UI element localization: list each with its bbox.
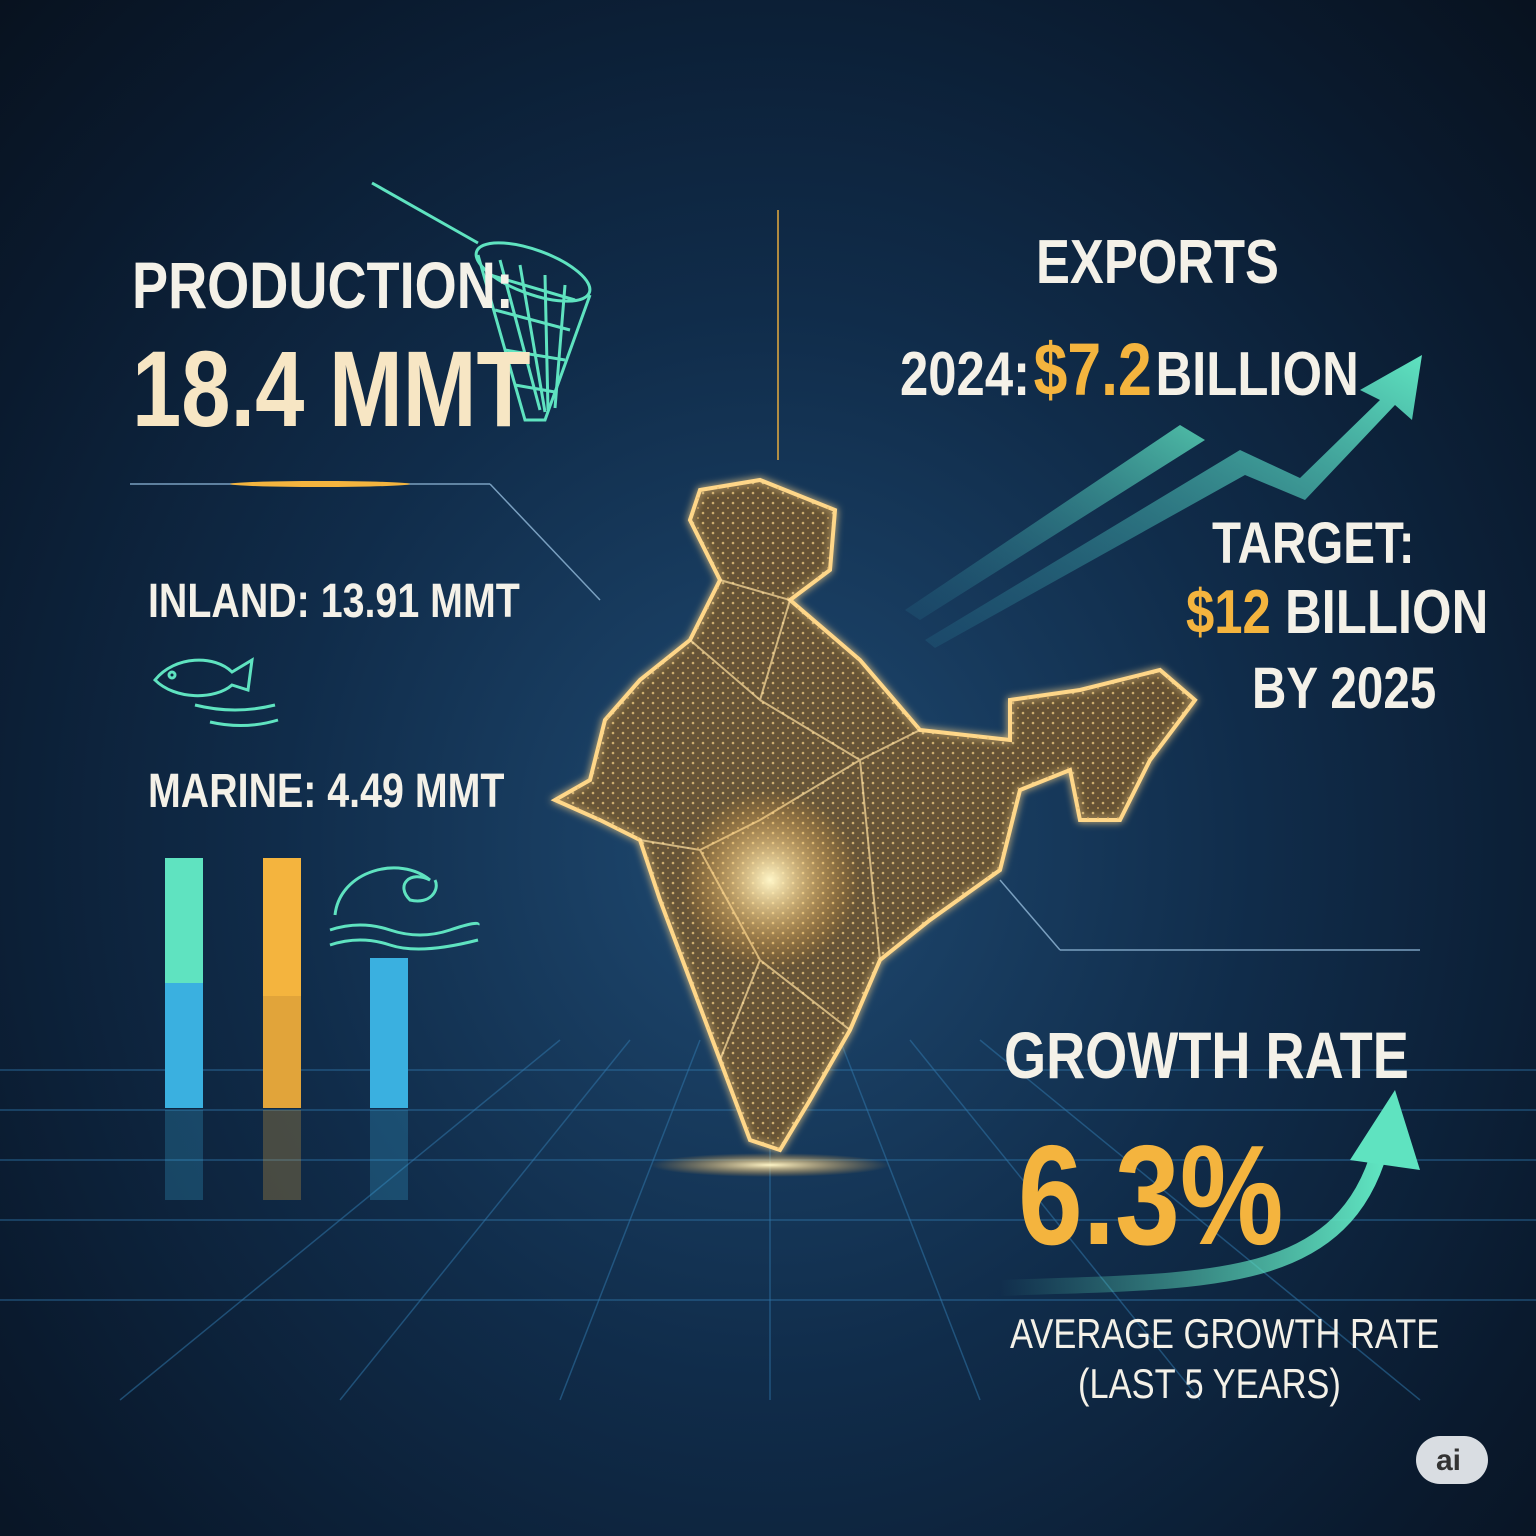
wave-icon	[329, 866, 480, 951]
growth-title: GROWTH RATE	[1004, 1018, 1409, 1092]
target-label: TARGET:	[1212, 511, 1415, 576]
exports-unit: BILLION	[1155, 340, 1359, 409]
production-value: 18.4 MMT	[132, 328, 531, 449]
badge: ai	[1436, 1444, 1462, 1477]
growth-caption-2: (LAST 5 YEARS)	[1078, 1360, 1341, 1407]
target-amount: $12	[1186, 578, 1271, 647]
badge-bg	[1416, 1436, 1488, 1484]
growth-caption-1: AVERAGE GROWTH RATE	[1010, 1310, 1440, 1357]
exports-title: EXPORTS	[1036, 228, 1279, 297]
target-year: BY 2025	[1252, 656, 1437, 721]
fish-icon	[152, 657, 279, 728]
growth-arrow	[925, 355, 1422, 648]
target-line: $12 BILLION	[1186, 582, 1488, 644]
net-icon	[371, 181, 592, 422]
production-label: PRODUCTION:	[132, 248, 514, 322]
target-unit: BILLION	[1284, 578, 1489, 647]
marine-text: MARINE: 4.49 MMT	[148, 765, 505, 818]
exports-line: 2024: $7.2 BILLION	[900, 333, 1359, 407]
growth-value: 6.3%	[1018, 1116, 1284, 1275]
bars	[165, 858, 408, 1200]
exports-amount: $7.2	[1033, 328, 1152, 411]
exports-year: 2024:	[900, 340, 1031, 409]
inland-text: INLAND: 13.91 MMT	[148, 575, 520, 628]
